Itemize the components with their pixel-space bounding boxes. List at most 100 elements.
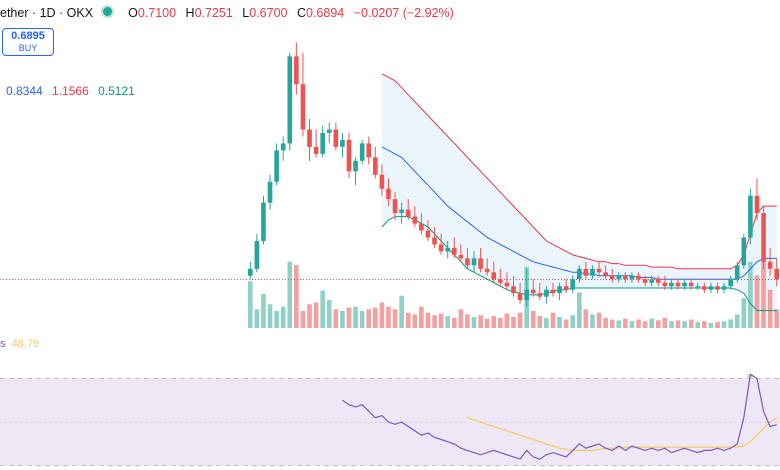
volume-bar [280,306,286,328]
high-label: H [185,6,195,20]
volume-bar [379,302,385,328]
volume-bar [550,312,556,328]
candle-body [537,293,543,297]
volume-bar [399,295,404,328]
candle-body [320,132,325,154]
candle-body [623,275,628,280]
volume-bar [754,275,760,328]
volume-bar [300,311,306,328]
candle-body [432,237,437,245]
candle-body [267,181,273,203]
candle-body [484,268,490,273]
buy-price: 0.6895 [11,30,45,42]
volume-bar [609,319,615,328]
candle-body [629,275,635,280]
candle-body [596,268,602,273]
candle-body [326,129,332,133]
candle-body [728,279,733,287]
volume-bar [649,318,654,328]
volume-bar [465,314,470,328]
candle-body [386,188,391,200]
volume-bar [655,320,661,328]
volume-bar [616,320,622,328]
volume-bar [708,322,714,328]
candle-body [748,195,753,238]
volume-bar [478,315,483,328]
volume-bar [287,261,293,328]
candle-body [557,286,562,294]
candle-body [405,209,411,217]
volume-bar [346,307,352,328]
candle-body [333,129,339,147]
volume-bar [261,294,266,328]
candle-body [247,268,253,276]
volume-bar [570,315,576,328]
volume-bar [247,281,253,328]
volume-bar [386,306,391,328]
volume-bar [715,322,720,328]
market-status-icon [101,5,115,18]
candle-body [307,129,312,147]
candle-body [530,289,536,294]
candle-body [504,282,510,287]
volume-bar [682,321,687,328]
volume-bar [728,319,733,328]
volume-bar [721,321,727,328]
volume-bar [761,260,766,328]
candle-body [550,289,556,294]
volume-bar [702,321,707,328]
candle-body [649,279,654,283]
candle-body [570,279,576,290]
volume-bar [767,289,773,328]
open-value: 0.7100 [137,6,177,20]
volume-bar [320,290,325,328]
candle-body [458,254,464,259]
candle-body [498,279,503,283]
volume-bar [458,309,464,328]
volume-bar [471,316,477,328]
volume-bar [340,311,345,328]
volume-bar [669,321,674,328]
volume-bar [359,311,365,328]
candle-body [451,247,457,255]
volume-bar [484,318,490,328]
close-label: C [296,6,306,20]
volume-bar [353,306,358,328]
volume-bar [590,314,595,328]
buy-button[interactable]: 0.6895 BUY [2,28,54,56]
rsi-legend: s 48.79 [0,338,39,350]
volume-bar [636,319,641,328]
volume-bar [563,319,569,328]
candle-body [688,282,694,287]
bollinger-legend: 0.8344 1.1566 0.5121 [6,84,141,98]
candle-body [616,275,622,280]
candle-body [465,258,470,266]
candle-body [576,268,582,280]
candle-body [682,282,687,287]
buy-label: BUY [18,43,38,53]
candle-body [280,143,286,151]
volume-bar [675,320,681,328]
symbol-label[interactable]: ether · 1D · OKX [0,6,94,20]
candle-body [294,56,299,85]
candle-body [353,160,358,172]
candle-body [340,139,345,147]
low-label: L [242,6,250,20]
candle-body [373,157,378,175]
volume-bar [623,318,628,328]
candle-body [767,261,773,269]
candle-body [642,279,648,283]
volume-bar [583,309,589,328]
volume-bar [734,314,740,328]
candle-body [392,199,398,214]
volume-bar [313,302,319,328]
candle-body [761,213,766,262]
volume-bar [695,322,701,328]
candle-body [412,216,418,224]
volume-bar [451,317,457,328]
volume-bar [498,317,503,328]
close-value: 0.6894 [306,6,345,20]
bollinger-upper-line [381,73,777,270]
candle-body [379,174,385,189]
